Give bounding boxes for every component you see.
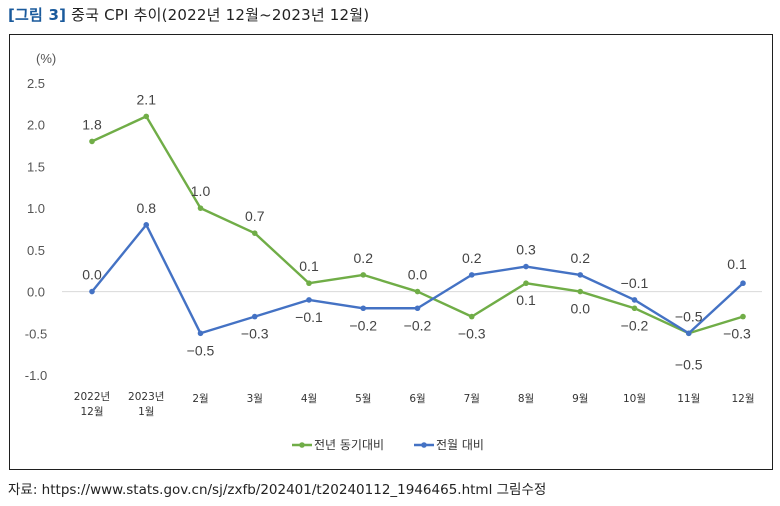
x-tick-label: 12월 — [731, 393, 754, 405]
data-label-s1: 0.7 — [245, 208, 265, 224]
data-label-s1: −0.3 — [723, 326, 751, 342]
data-label-s2: 0.2 — [462, 250, 482, 266]
y-tick-label: 2.0 — [27, 118, 45, 133]
y-tick-label: -0.5 — [25, 326, 47, 341]
data-label-s2: −0.1 — [295, 309, 323, 325]
data-point-s1 — [523, 280, 529, 287]
data-label-s2: 0.1 — [727, 256, 747, 272]
data-label-s2: 0.0 — [82, 267, 102, 283]
data-point-s2 — [197, 330, 204, 337]
data-label-s2: −0.5 — [675, 356, 703, 372]
data-point-s2 — [577, 272, 584, 278]
data-point-s1 — [631, 305, 638, 312]
source-note: 자료: https://www.stats.gov.cn/sj/zxfb/202… — [8, 482, 547, 498]
data-label-s1: 0.1 — [516, 292, 536, 308]
data-point-s2 — [523, 263, 529, 270]
x-tick-label: 10월 — [623, 393, 646, 405]
legend-label-1: 전년 동기대비 — [314, 438, 384, 452]
y-tick-label: 0.0 — [27, 285, 45, 300]
y-tick-label: 1.0 — [27, 201, 45, 216]
line-chart: (%) 2.5 2.0 1.5 1.0 0.5 0.0 -0.5 -1.0 2022년 12월 202… — [25, 51, 762, 452]
legend-label-2: 전월 대비 — [436, 438, 484, 452]
y-tick-label: 2.5 — [27, 76, 45, 91]
data-point-s2 — [306, 297, 312, 303]
data-point-s2 — [631, 297, 638, 303]
data-point-s2 — [468, 272, 475, 278]
data-point-s1 — [577, 288, 584, 295]
y-unit-label: (%) — [36, 51, 56, 66]
x-tick-label: 4월 — [301, 393, 317, 405]
x-tick-label: 7월 — [464, 393, 480, 405]
data-label-s1: 0.0 — [408, 267, 428, 283]
data-point-s1 — [251, 230, 258, 236]
data-point-s2 — [251, 313, 258, 320]
x-tick-label: 2022년 12월 — [74, 391, 110, 418]
data-point-s1 — [740, 313, 746, 320]
y-tick-label: 0.5 — [27, 243, 45, 258]
data-label-s1: 1.8 — [82, 116, 102, 132]
data-label-s2: −0.5 — [187, 342, 215, 358]
data-label-s2: 0.8 — [137, 200, 157, 216]
data-point-s1 — [468, 313, 475, 320]
data-point-s2 — [414, 305, 421, 312]
data-point-s2 — [685, 330, 692, 337]
figure-title-text: 중국 CPI 추이(2022년 12월~2023년 12월) — [71, 6, 370, 24]
data-point-s1 — [89, 138, 95, 145]
data-label-s2: −0.2 — [349, 317, 377, 333]
data-label-s2: −0.1 — [621, 275, 649, 291]
y-tick-label: -1.0 — [25, 368, 47, 383]
data-point-s1 — [306, 280, 312, 287]
data-label-s1: −0.5 — [675, 308, 703, 324]
x-tick-label: 8월 — [518, 393, 534, 405]
figure-label: [그림 3] — [8, 6, 67, 24]
data-point-s1 — [197, 205, 204, 211]
data-point-s1 — [143, 113, 150, 120]
data-label-s1: 0.1 — [299, 258, 319, 274]
data-label-s2: −0.2 — [404, 317, 432, 333]
data-label-s1: −0.3 — [458, 326, 486, 342]
x-tick-label: 2023년 1월 — [128, 391, 164, 418]
data-label-s2: 0.2 — [571, 250, 591, 266]
data-point-s2 — [143, 222, 150, 228]
x-tick-label: 6월 — [409, 393, 425, 405]
legend-marker-1 — [299, 442, 305, 448]
data-point-s2 — [89, 288, 95, 295]
series-line-1 — [91, 115, 744, 335]
x-tick-label: 11월 — [677, 393, 700, 405]
data-point-s2 — [360, 305, 367, 312]
data-label-s1: −0.2 — [621, 317, 649, 333]
y-tick-label: 1.5 — [27, 159, 45, 174]
data-point-s2 — [740, 280, 746, 287]
data-label-s1: 1.0 — [191, 183, 211, 199]
chart-frame: (%) 2.5 2.0 1.5 1.0 0.5 0.0 -0.5 -1.0 2022년 12월 202… — [9, 34, 773, 470]
x-tick-label: 5월 — [355, 393, 371, 405]
legend-marker-2 — [421, 442, 427, 448]
figure-title: [그림 3] 중국 CPI 추이(2022년 12월~2023년 12월) — [8, 4, 369, 25]
data-point-s1 — [360, 272, 367, 278]
data-label-s1: 2.1 — [137, 91, 157, 107]
data-label-s1: 0.2 — [354, 250, 374, 266]
data-label-s2: 0.3 — [516, 242, 536, 258]
x-tick-label: 2월 — [192, 393, 208, 405]
data-label-s1: 0.0 — [571, 301, 591, 317]
x-tick-label: 9월 — [572, 393, 588, 405]
x-tick-label: 3월 — [247, 393, 263, 405]
data-point-s1 — [414, 288, 421, 295]
data-label-s2: −0.3 — [241, 326, 269, 342]
